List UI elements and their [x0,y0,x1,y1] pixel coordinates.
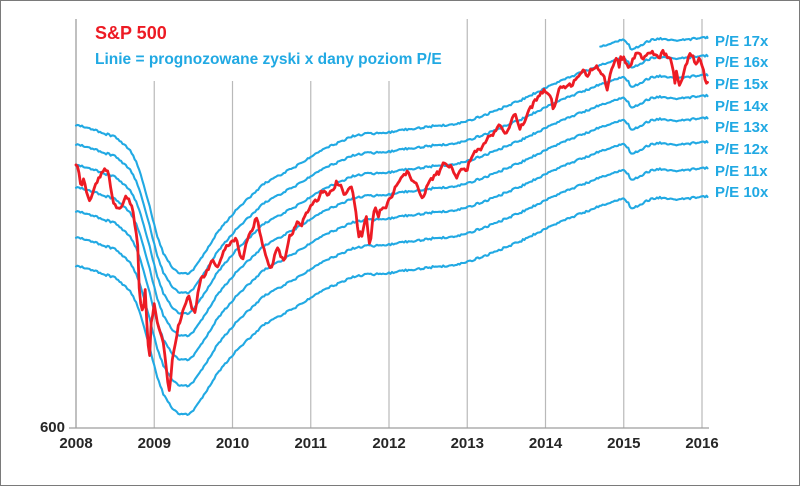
pe-band-line-15x [74,73,709,295]
x-tick-label-2008: 2008 [59,435,93,452]
sp500-price-line [74,48,709,392]
pe-band-line-10x [74,194,709,416]
pe-band-label-13x: P/E 13x [715,119,769,137]
pe-band-label-16x: P/E 16x [715,54,769,72]
pe-band-line-11x [74,166,709,388]
x-tick-label-2013: 2013 [450,435,484,452]
pe-band-line-17x [599,35,709,51]
x-tick-label-2012: 2012 [372,435,406,452]
x-tick-label-2014: 2014 [528,435,563,452]
x-tick-label-2016: 2016 [685,435,719,452]
y-axis-tick-label: 600 [39,419,65,436]
pe-band-label-17x: P/E 17x [715,32,769,50]
pe-band-label-10x: P/E 10x [715,184,769,202]
x-tick-label-2009: 2009 [137,435,171,452]
pe-band-label-14x: P/E 14x [715,97,769,115]
chart-subtitle: Linie = prognozowane zyski x dany poziom… [93,51,444,69]
pe-band-label-11x: P/E 11x [715,162,768,180]
pe-band-label-12x: P/E 12x [715,141,769,158]
x-tick-label-2015: 2015 [607,435,641,452]
pe-band-label-15x: P/E 15x [715,75,769,93]
pe-band-line-12x [74,140,709,362]
x-tick-label-2011: 2011 [294,435,328,452]
x-tick-label-2010: 2010 [215,435,250,452]
pe-band-line-16x [74,53,709,276]
chart-title: S&P 500 [93,23,169,44]
pe-band-line-14x [74,93,709,316]
